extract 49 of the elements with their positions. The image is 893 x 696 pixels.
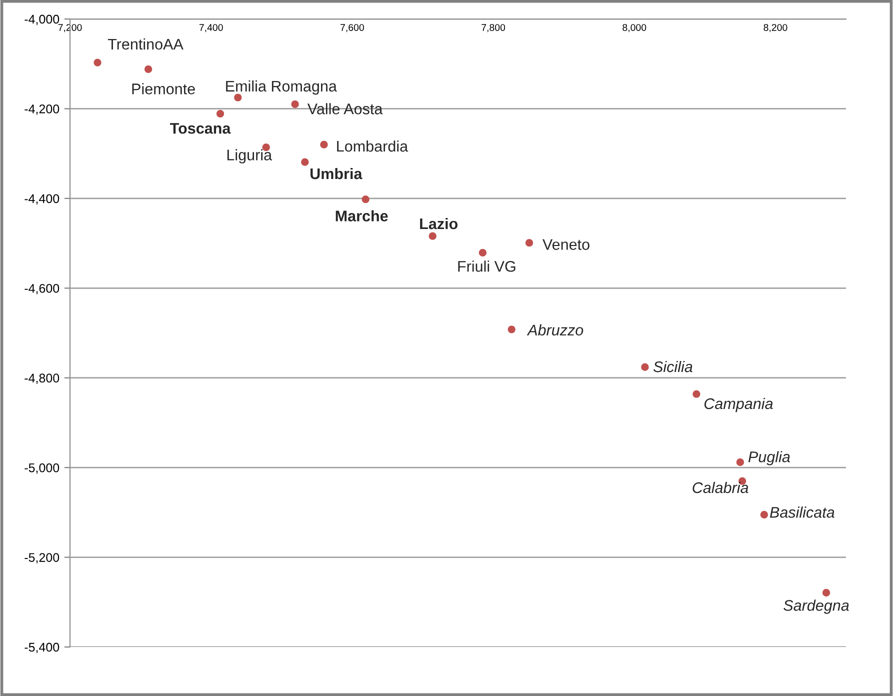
point: [362, 196, 370, 204]
point: [291, 100, 299, 108]
annotation: Sicilia: [653, 360, 692, 372]
y-tick-label: -4,200: [24, 104, 60, 115]
annotation: Lazio: [420, 218, 458, 230]
annotation: Calabria: [692, 482, 748, 494]
point: [428, 232, 436, 240]
point: [525, 239, 534, 247]
point: [94, 58, 102, 66]
point: [822, 588, 830, 597]
y-tick-label: -4,000: [24, 14, 60, 26]
annotation: Marche: [336, 210, 388, 222]
annotation: Lombardia: [337, 140, 408, 152]
annotation: Abruzzo: [526, 324, 584, 336]
y-tick-label: -4,600: [24, 284, 60, 294]
annotation: Veneto: [542, 239, 590, 250]
annotation: Emilia Romagna: [226, 80, 337, 95]
annotation: Valle Aosta: [307, 103, 383, 114]
point: [508, 326, 516, 334]
y-tick-label: -5,200: [24, 553, 60, 564]
annotation: Umbria: [310, 168, 362, 180]
point: [234, 94, 242, 102]
annotation: Puglia: [748, 451, 790, 466]
annotation: Friuli VG: [458, 260, 516, 272]
annotation: Liguria: [227, 149, 272, 164]
y-tick-label: -4,400: [24, 194, 60, 205]
annotation: TrentinoAA: [108, 38, 184, 50]
x-tick-label: 7,400: [199, 24, 223, 32]
x-tick-label: 8,000: [622, 24, 646, 32]
y-tick-label: -5,400: [24, 642, 60, 654]
point: [478, 248, 486, 257]
point: [320, 140, 328, 148]
y-tick-label: -4,800: [24, 374, 60, 384]
point: [760, 510, 768, 518]
x-tick-label: 7,600: [340, 24, 364, 32]
point: [216, 110, 224, 118]
annotation: Piemonte: [132, 83, 195, 94]
point: [301, 158, 309, 166]
y-tick-label: -5,000: [24, 463, 60, 474]
annotation: Campania: [704, 398, 773, 412]
annotation: Basilicata: [770, 506, 834, 518]
point: [736, 458, 744, 466]
point: [692, 390, 700, 398]
point: [144, 65, 152, 74]
annotation: Toscana: [170, 123, 231, 134]
point: [641, 363, 649, 371]
x-tick-label: 7,800: [482, 24, 506, 32]
x-tick-label: 8,200: [764, 24, 788, 32]
annotation: Sardegna: [784, 600, 849, 614]
